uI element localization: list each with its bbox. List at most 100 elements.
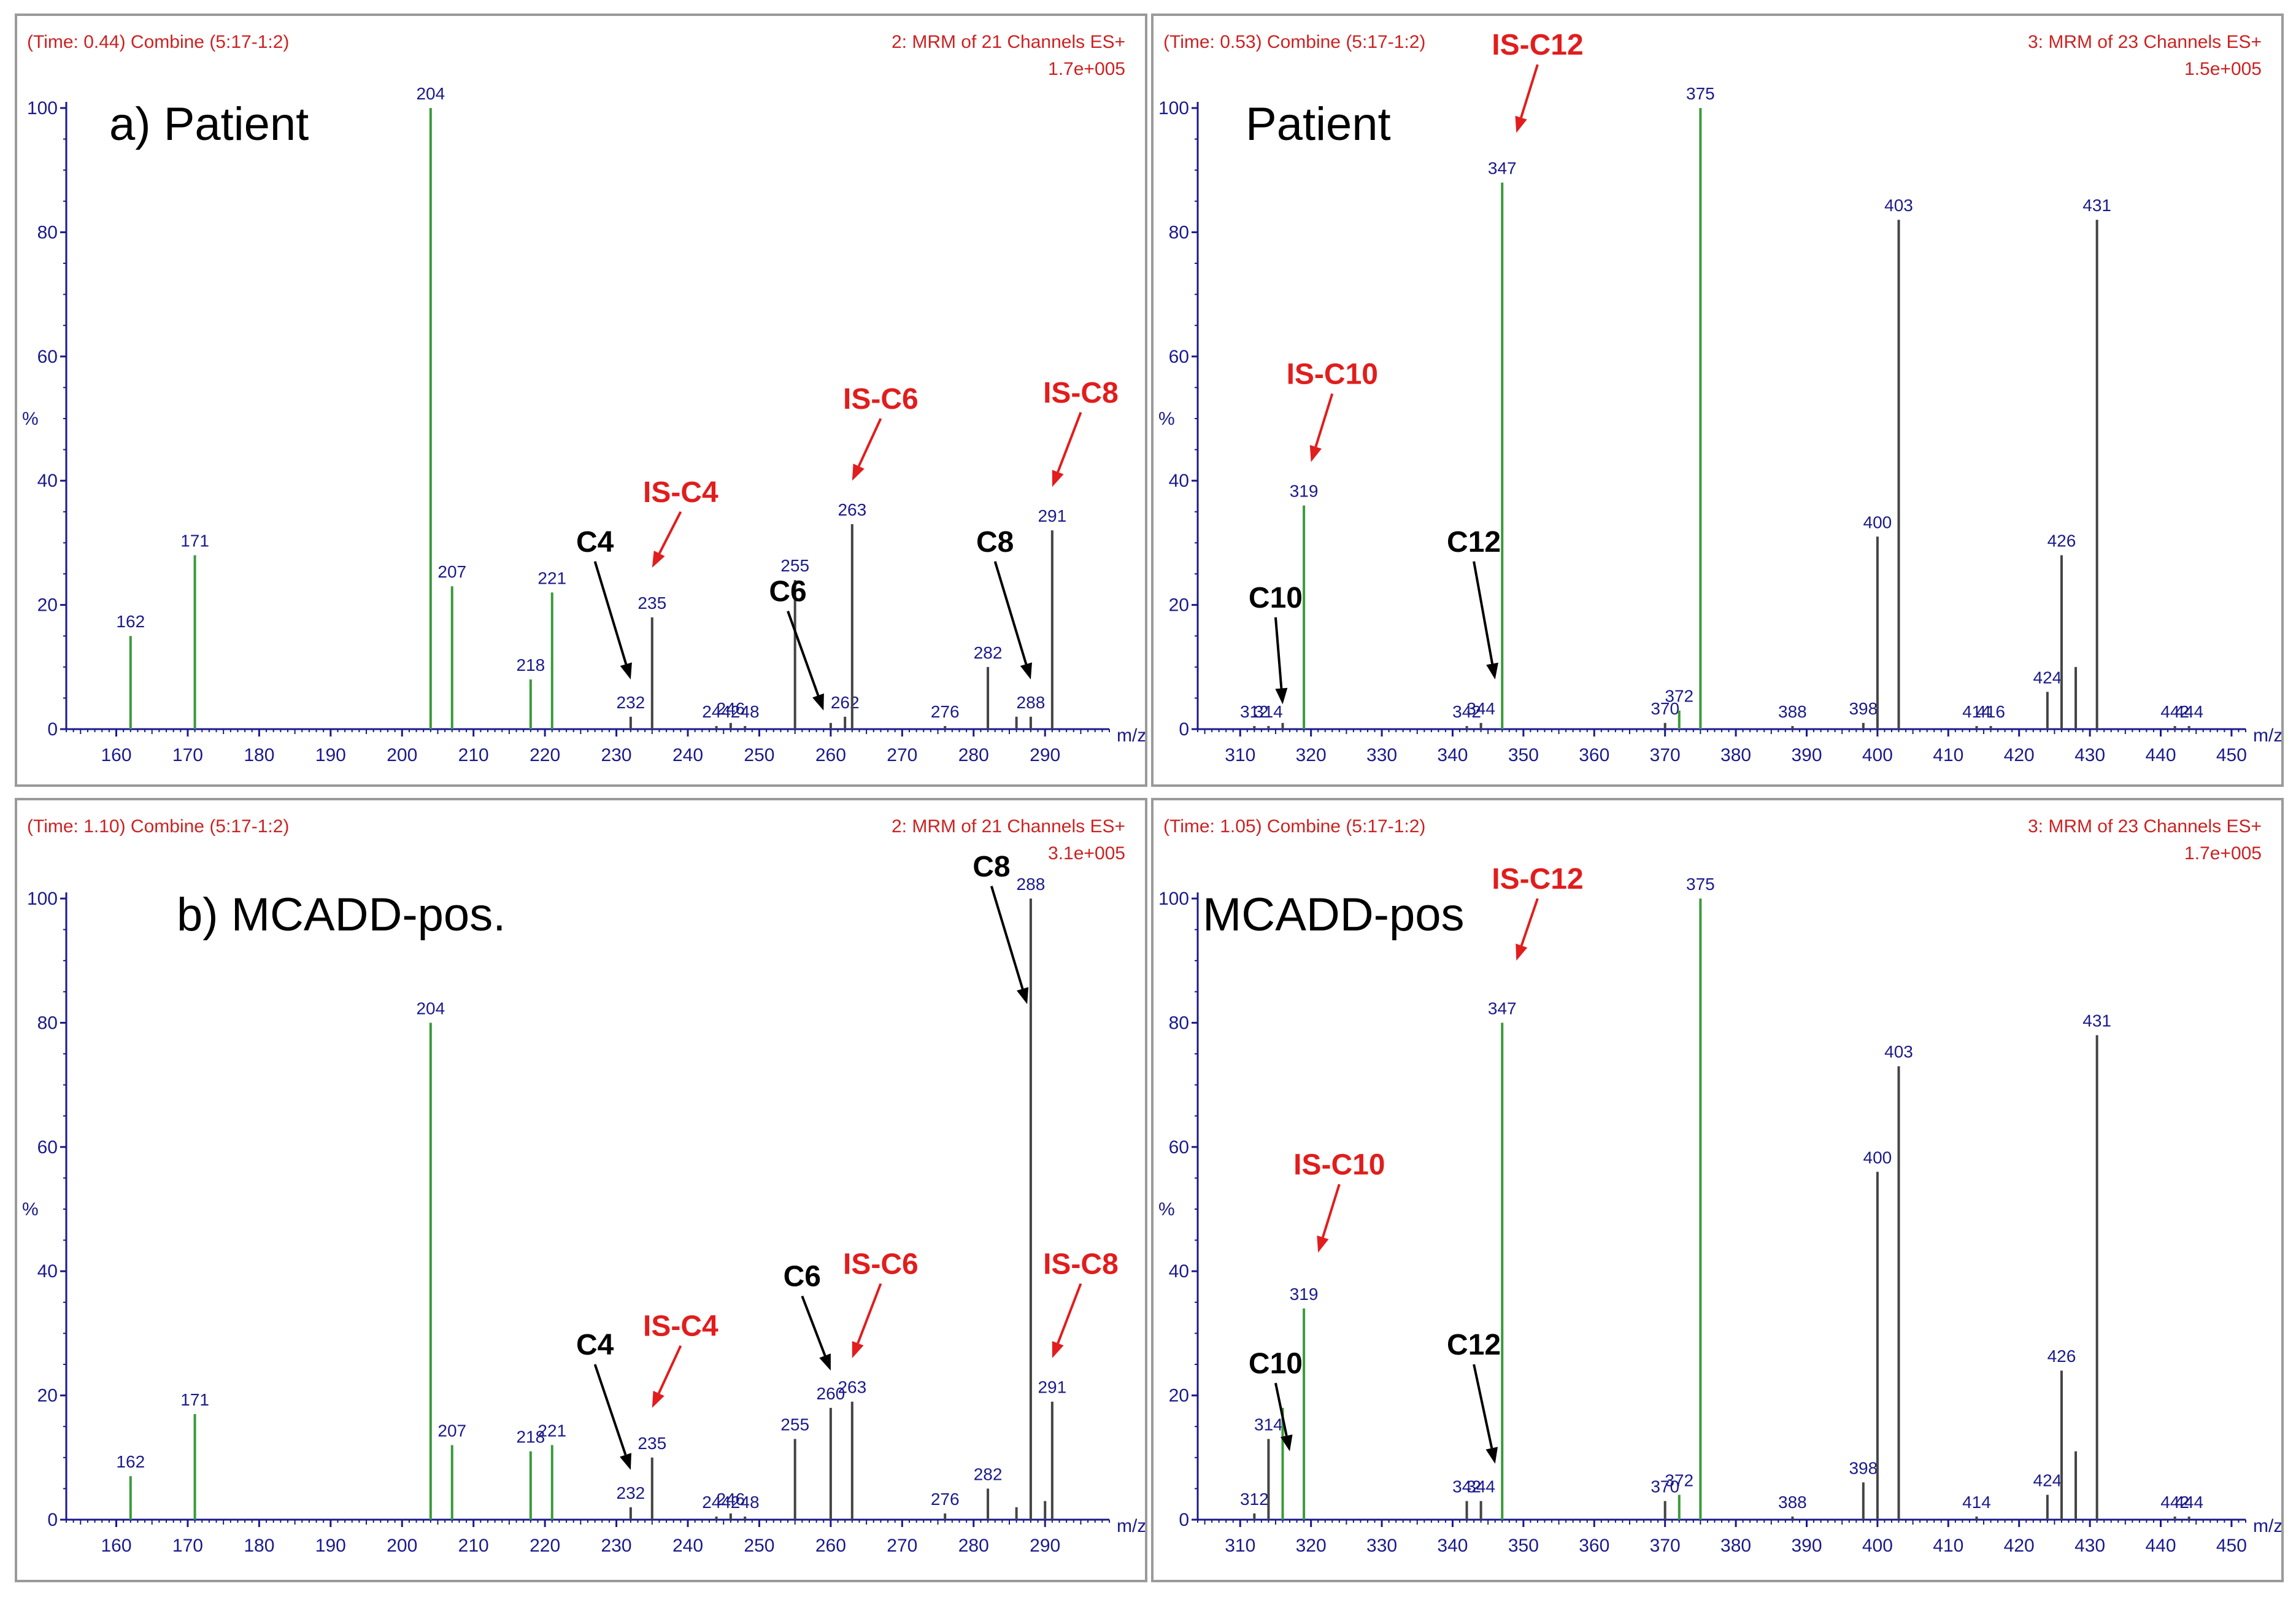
- x-tick-label: 180: [244, 1536, 274, 1556]
- peak-label-262: 262: [831, 693, 860, 712]
- annotation-arrow-head: [1052, 470, 1064, 487]
- x-tick-label: 400: [1862, 745, 1893, 765]
- annotation-label: IS-C10: [1293, 1149, 1385, 1181]
- peak-label-398: 398: [1849, 699, 1878, 718]
- peak-label-347: 347: [1488, 999, 1517, 1018]
- x-tick-label: 170: [172, 1536, 203, 1556]
- x-tick-label: 310: [1225, 745, 1255, 765]
- annotation-arrow-head: [1516, 943, 1528, 961]
- x-tick-label: 430: [2074, 745, 2105, 765]
- peak-label-282: 282: [974, 1464, 1003, 1483]
- chart-panel-b-mcadd-c4-c8: (Time: 1.10) Combine (5:17-1:2) 2: MRM of…: [15, 798, 1147, 1582]
- peak-label-162: 162: [116, 1452, 145, 1471]
- x-tick-label: 310: [1225, 1536, 1255, 1556]
- x-tick-label: 430: [2074, 1536, 2105, 1556]
- y-tick-label: 60: [1169, 1137, 1189, 1158]
- peak-label-276: 276: [931, 702, 960, 721]
- annotation-label: C4: [576, 526, 614, 559]
- x-tick-label: 360: [1579, 745, 1609, 765]
- peak-label-370: 370: [1651, 1477, 1679, 1496]
- peak-label-398: 398: [1849, 1458, 1878, 1477]
- x-tick-label: 220: [530, 1536, 560, 1556]
- x-tick-label: 290: [1030, 745, 1060, 765]
- annotation-arrow-shaft: [657, 1345, 682, 1394]
- header-right: 3: MRM of 23 Channels ES+: [2028, 816, 2262, 837]
- peak-label-221: 221: [537, 1421, 566, 1440]
- y-tick-label: 100: [1158, 889, 1189, 909]
- x-tick-label: 440: [2145, 745, 2176, 765]
- x-tick-label: 440: [2145, 1536, 2176, 1556]
- peak-label-255: 255: [780, 1415, 809, 1434]
- x-tick-label: 410: [1933, 1536, 1963, 1556]
- peak-label-246: 246: [717, 699, 745, 718]
- annotation-label: IS-C10: [1287, 358, 1378, 391]
- annotation-c4: C4: [576, 526, 632, 680]
- peak-label-416: 416: [1976, 702, 2005, 721]
- annotation-label: IS-C8: [1043, 1248, 1119, 1280]
- annotation-arrow-shaft: [990, 886, 1024, 989]
- x-tick-label: 210: [458, 1536, 489, 1556]
- annotation-arrow-head: [1309, 445, 1322, 462]
- peak-label-232: 232: [617, 1483, 645, 1502]
- scale-label: 1.5e+005: [2184, 59, 2262, 79]
- annotation-arrow-shaft: [993, 561, 1028, 665]
- annotation-arrow-shaft: [593, 561, 628, 665]
- annotation-arrow-head: [812, 693, 824, 711]
- annotation-arrow-shaft: [787, 611, 820, 696]
- x-tick-label: 280: [958, 745, 989, 765]
- annotation-c10: C10: [1249, 582, 1303, 705]
- x-tick-label: 450: [2216, 1536, 2247, 1556]
- x-tick-label: 230: [601, 745, 632, 765]
- scale-label: 3.1e+005: [1048, 843, 1125, 864]
- peak-label-344: 344: [1466, 1477, 1495, 1496]
- peak-label-246: 246: [717, 1490, 745, 1509]
- annotation-label: IS-C4: [643, 1310, 718, 1343]
- annotation-c8: C8: [976, 526, 1032, 680]
- annotation-is-c6: IS-C6: [843, 383, 919, 481]
- peak-label-431: 431: [2082, 196, 2111, 215]
- header-left: (Time: 0.44) Combine (5:17-1:2): [27, 32, 289, 52]
- x-tick-label: 390: [1791, 745, 1822, 765]
- annotation-is-c8: IS-C8: [1043, 1248, 1119, 1358]
- annotation-arrow-shaft: [1473, 1364, 1493, 1448]
- peak-label-291: 291: [1038, 506, 1066, 525]
- annotation-label: C4: [576, 1329, 614, 1361]
- x-tick-label: 160: [101, 1536, 131, 1556]
- x-tick-label: 230: [601, 1536, 632, 1556]
- x-tick-label: 350: [1508, 745, 1539, 765]
- header-left: (Time: 0.53) Combine (5:17-1:2): [1163, 32, 1425, 52]
- chart-svg: (Time: 1.05) Combine (5:17-1:2) 3: MRM of…: [1158, 816, 2281, 1556]
- x-tick-label: 240: [672, 745, 703, 765]
- peak-label-431: 431: [2082, 1011, 2111, 1031]
- annotation-label: C8: [976, 526, 1014, 559]
- annotation-label: C10: [1249, 582, 1303, 614]
- annotation-label: IS-C6: [843, 1248, 919, 1280]
- y-tick-label: 80: [1169, 1013, 1189, 1033]
- x-tick-label: 260: [815, 745, 846, 765]
- peak-label-344: 344: [1466, 699, 1495, 718]
- annotation-arrow-head: [1016, 987, 1029, 1005]
- peak-label-414: 414: [1962, 702, 1991, 721]
- x-tick-label: 400: [1862, 1536, 1893, 1556]
- peak-label-244: 244: [702, 702, 731, 721]
- annotation-arrow-shaft: [593, 1364, 627, 1456]
- scale-label: 1.7e+005: [1048, 59, 1125, 79]
- annotation-arrow-head: [1020, 662, 1032, 680]
- x-tick-label: 420: [2004, 1536, 2035, 1556]
- peak-label-276: 276: [931, 1490, 960, 1509]
- peak-label-375: 375: [1686, 84, 1715, 103]
- annotation-arrow-head: [1052, 1341, 1064, 1358]
- peak-label-375: 375: [1686, 875, 1715, 894]
- y-tick-label: 60: [37, 1137, 58, 1158]
- annotation-arrow-head: [1485, 1447, 1498, 1464]
- annotation-arrow-shaft: [1520, 898, 1539, 946]
- header-left: (Time: 1.05) Combine (5:17-1:2): [1163, 816, 1425, 837]
- y-tick-label: 20: [37, 595, 58, 616]
- peak-label-400: 400: [1863, 1148, 1892, 1167]
- annotation-label: C6: [769, 576, 806, 608]
- annotation-arrow-head: [620, 1453, 632, 1471]
- y-tick-label: 0: [47, 1510, 58, 1530]
- y-tick-label: 20: [37, 1386, 58, 1406]
- peak-label-403: 403: [1884, 196, 1913, 215]
- peak-label-218: 218: [516, 655, 545, 675]
